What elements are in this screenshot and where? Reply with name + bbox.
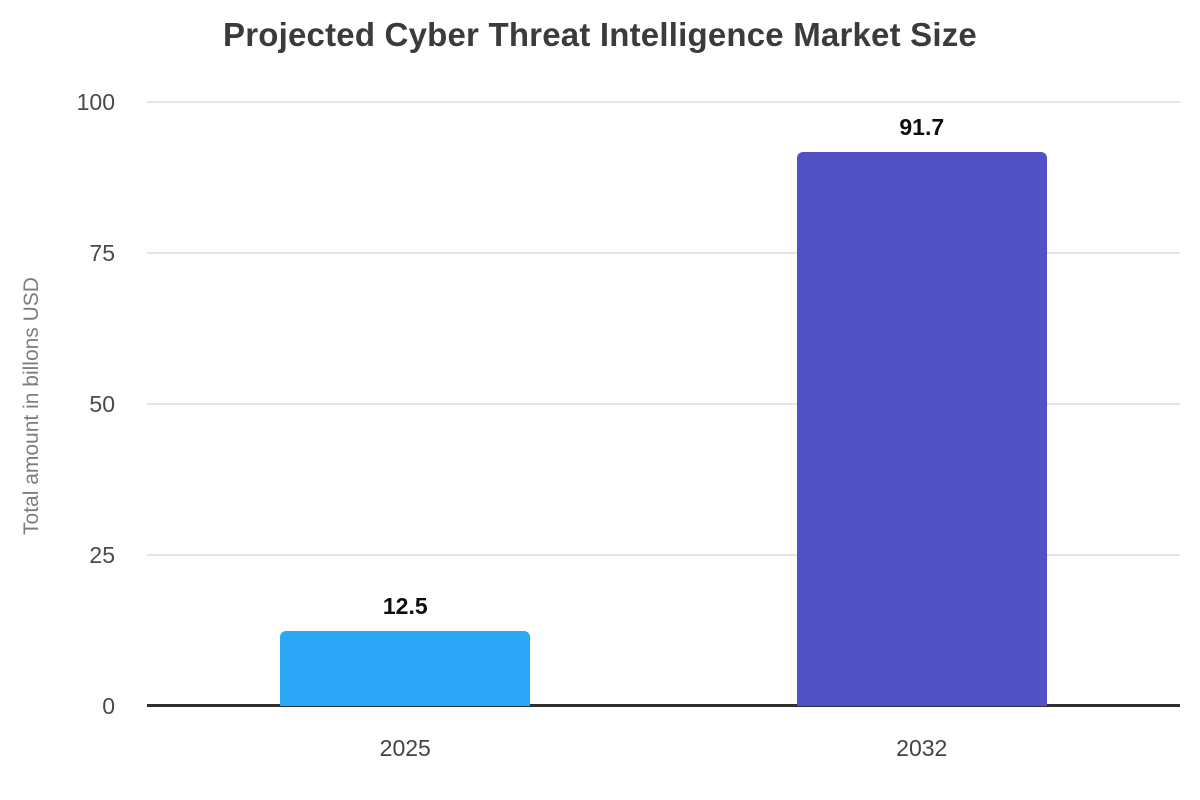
x-tick-label-2032: 2032 xyxy=(896,735,948,761)
x-axis-line xyxy=(147,704,1180,707)
gridline-75 xyxy=(147,252,1180,254)
y-tick-label-100: 100 xyxy=(76,89,115,115)
bar-value-label-2032: 91.7 xyxy=(899,114,945,141)
y-tick-label-50: 50 xyxy=(89,391,115,417)
bar-value-label-2025: 12.5 xyxy=(382,592,428,619)
bar-2025 xyxy=(280,630,531,706)
chart-title: Projected Cyber Threat Intelligence Mark… xyxy=(223,16,977,53)
gridline-25 xyxy=(147,554,1180,556)
gridline-100 xyxy=(147,101,1180,103)
x-tick-label-2025: 2025 xyxy=(379,735,431,761)
gridline-50 xyxy=(147,403,1180,405)
plot-area xyxy=(147,101,1180,707)
bar-2032 xyxy=(796,152,1047,706)
y-tick-label-0: 0 xyxy=(102,693,115,719)
y-tick-label-75: 75 xyxy=(89,240,115,266)
y-tick-label-25: 25 xyxy=(89,542,115,568)
